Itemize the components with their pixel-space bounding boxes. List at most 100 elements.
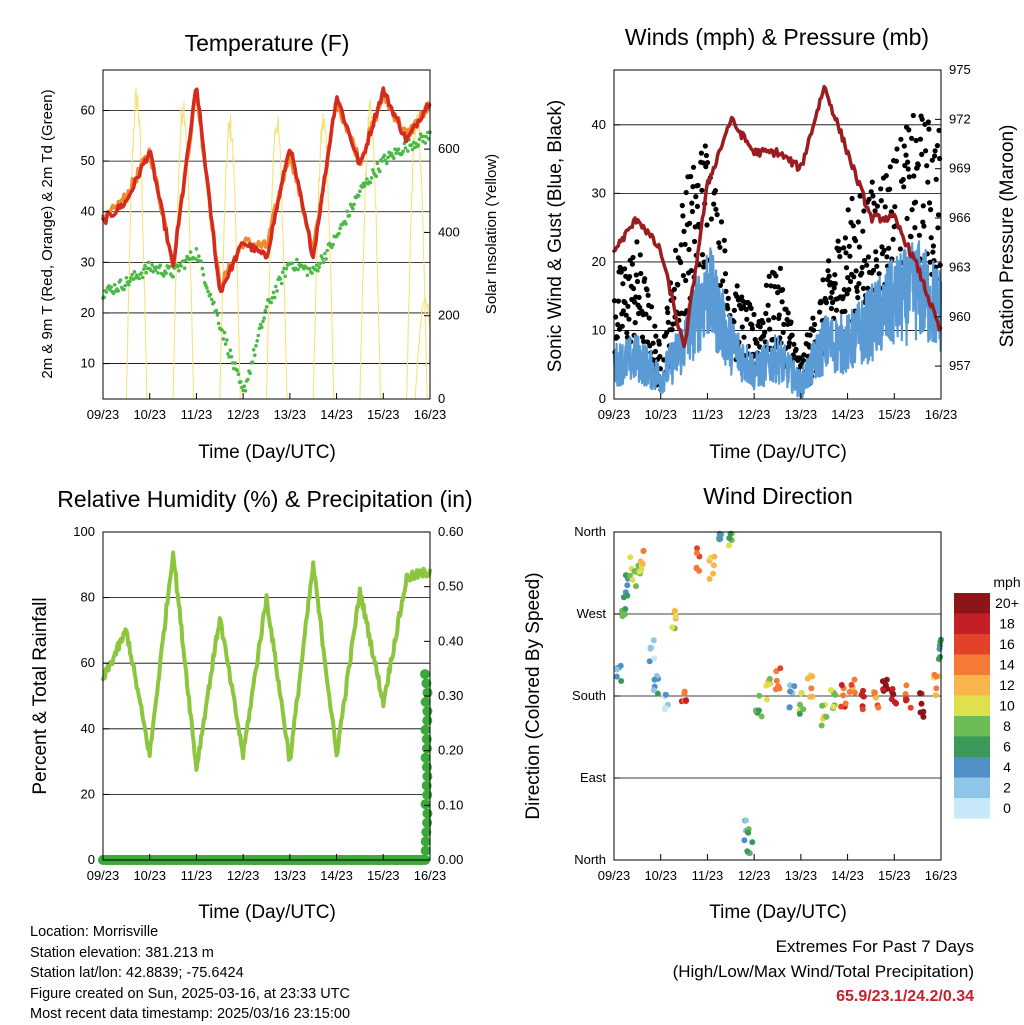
dewpoint-point <box>199 259 203 264</box>
gust-point <box>828 305 835 312</box>
gust-point <box>626 316 632 322</box>
gust-point <box>757 324 763 330</box>
solar-insolation-line <box>312 113 335 400</box>
gust-point <box>886 245 892 251</box>
gust-point <box>930 243 937 249</box>
direction-point <box>882 682 889 689</box>
dewpoint-point <box>260 325 264 330</box>
dewpoint-point <box>194 247 199 251</box>
direction-point <box>756 692 763 699</box>
direction-point <box>872 689 878 696</box>
direction-point <box>875 704 882 711</box>
gust-point <box>679 202 685 209</box>
gust-point <box>823 300 830 306</box>
dewpoint-point <box>368 180 373 185</box>
dewpoint-point <box>275 289 279 293</box>
dewpoint-point <box>325 248 330 253</box>
precip-point <box>422 808 433 819</box>
precip-point <box>420 752 431 763</box>
gust-point <box>775 284 781 290</box>
dewpoint-point <box>250 360 255 365</box>
humidity-x-axis-label: Time (Day/UTC) <box>198 902 336 923</box>
gust-point <box>698 150 705 156</box>
gust-point <box>894 146 900 152</box>
dewpoint-point <box>164 271 168 276</box>
solar-insolation-line <box>265 115 288 400</box>
legend-label: 4 <box>1003 759 1011 775</box>
gust-point <box>633 272 639 278</box>
gust-point <box>835 238 841 244</box>
direction-point <box>791 683 798 690</box>
solar-insolation-line <box>359 98 382 400</box>
gust-point <box>634 278 641 285</box>
y-tick-label: 60 <box>81 102 95 117</box>
temperature-2m-series <box>101 86 432 294</box>
dewpoint-point <box>255 339 259 343</box>
gust-point <box>920 203 926 209</box>
gust-point <box>763 282 770 288</box>
direction-point <box>763 696 770 703</box>
direction-point <box>797 701 803 708</box>
gust-point <box>701 259 707 265</box>
dewpoint-point <box>295 257 299 262</box>
precip-point <box>421 827 432 838</box>
winds-pressure-series <box>612 84 943 349</box>
legend-label: 16 <box>999 636 1015 652</box>
y2-tick-label: 200 <box>438 308 460 323</box>
direction-point <box>638 566 645 573</box>
gust-point <box>869 179 875 185</box>
gust-point <box>843 250 849 256</box>
y-tick-label: East <box>580 770 606 785</box>
gust-point <box>893 158 900 164</box>
gust-point <box>866 196 872 202</box>
dewpoint-point <box>222 330 227 335</box>
dewpoint-point <box>201 272 206 277</box>
direction-point <box>749 839 756 846</box>
gust-point <box>650 340 656 346</box>
dewpoint-point <box>371 168 375 172</box>
y-tick-label: North <box>574 524 606 539</box>
gust-point <box>909 207 915 213</box>
direction-point <box>832 691 839 698</box>
gust-point <box>859 270 865 276</box>
y2-tick-label: 960 <box>949 309 971 324</box>
gust-point <box>937 262 943 268</box>
gust-point <box>695 182 701 189</box>
gust-point <box>932 153 938 159</box>
gust-point <box>926 200 933 206</box>
direction-point <box>809 673 816 680</box>
gust-point <box>850 223 856 229</box>
gust-point <box>860 228 866 234</box>
x-tick-label: 09/23 <box>87 868 120 883</box>
direction-point <box>830 703 837 710</box>
dewpoint-point <box>104 290 109 294</box>
legend-swatch <box>954 798 990 819</box>
dewpoint-point <box>344 222 348 226</box>
direction-point <box>931 671 938 678</box>
gust-point <box>847 278 854 285</box>
gust-point <box>924 163 930 169</box>
dewpoint-point <box>272 295 277 300</box>
humidity-rh-series <box>101 550 432 772</box>
direction-point <box>937 654 944 660</box>
dewpoint-point <box>209 297 214 302</box>
gust-point <box>841 245 847 251</box>
gust-point <box>731 307 738 313</box>
gust-point <box>851 274 857 280</box>
solar-insolation-line <box>219 113 241 400</box>
gust-point <box>845 207 851 213</box>
direction-point <box>639 560 646 567</box>
gust-point <box>829 299 836 306</box>
x-tick-label: 11/23 <box>692 868 724 883</box>
legend-swatch <box>954 736 990 757</box>
gust-point <box>773 273 779 279</box>
direction-point <box>710 570 717 577</box>
gust-point <box>912 199 919 205</box>
dewpoint-point <box>401 149 405 154</box>
direction-point <box>613 673 620 680</box>
y2-tick-label: 0.60 <box>438 524 463 539</box>
humidity-left-ticks: 0 20 40 60 80 100 <box>73 524 109 867</box>
gust-point <box>741 334 747 340</box>
gust-point <box>927 259 933 265</box>
gust-point <box>832 272 838 278</box>
